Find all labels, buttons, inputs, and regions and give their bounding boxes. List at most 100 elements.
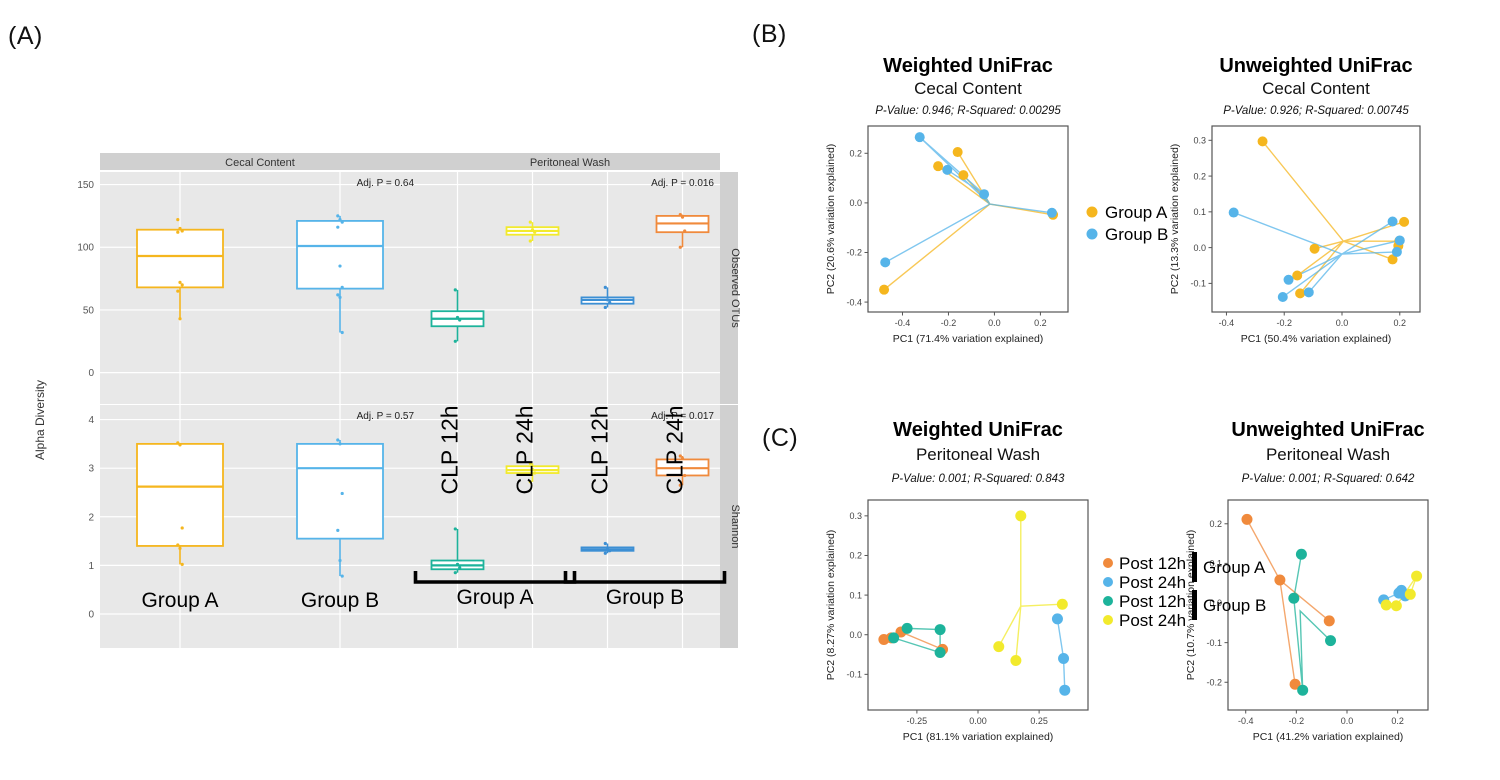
- facet-panel: [100, 405, 420, 648]
- data-point: [528, 480, 532, 484]
- peritoneal-timepoint-label: CLP 12h: [587, 405, 613, 494]
- facet-col-strip-label: Cecal Content: [225, 157, 295, 169]
- data-point: [1323, 615, 1335, 627]
- data-point: [942, 164, 953, 175]
- data-point: [340, 220, 344, 224]
- data-point: [1288, 592, 1300, 604]
- facet-col-strip: [100, 153, 420, 170]
- x-axis-tick-label: 0.2: [1394, 318, 1407, 328]
- y-axis-tick-label: 0.2: [849, 551, 862, 561]
- pcoa-plot: Weighted UniFrac Cecal Content P-Value: 0.…: [825, 55, 1069, 345]
- boxplot-box: [296, 214, 384, 335]
- panel-b-legend: Group A Group B: [1086, 203, 1168, 244]
- y-axis-tick-label: -0.1: [846, 670, 862, 680]
- data-point: [603, 305, 607, 310]
- data-point: [180, 562, 184, 567]
- data-point: [533, 230, 537, 234]
- data-point: [1274, 574, 1286, 586]
- facet-panel: [100, 172, 420, 404]
- data-point: [914, 132, 925, 143]
- data-point: [1387, 254, 1398, 265]
- legend-swatch: [1086, 228, 1098, 240]
- group-bracket: [413, 571, 577, 584]
- facet-col-strip-label: Peritoneal Wash: [530, 157, 610, 169]
- facet-plot-background: [420, 405, 720, 648]
- data-point: [178, 546, 182, 550]
- y-axis-tick-label: -0.4: [846, 297, 862, 307]
- data-point: [176, 230, 180, 234]
- legend-label: Post 24h: [1119, 573, 1186, 592]
- peritoneal-group-label: Group A: [456, 586, 533, 609]
- facet-panel: [420, 405, 720, 648]
- y-axis-tick-label: 1: [88, 561, 94, 572]
- x-axis-tick-label: 0.2: [1034, 318, 1047, 328]
- adjusted-p-value-annotation: Adj. P = 0.016: [651, 178, 714, 189]
- data-point: [683, 229, 687, 233]
- boxplot-box: [136, 441, 224, 567]
- data-point: [528, 220, 532, 224]
- data-point: [603, 285, 607, 289]
- panel-a-letter: (A): [8, 22, 43, 50]
- data-point: [176, 218, 180, 222]
- data-point: [605, 547, 610, 551]
- pcoa-plot: Unweighted UniFrac Cecal Content P-Value: …: [1169, 55, 1421, 345]
- y-axis-tick-label: 0.1: [1193, 207, 1206, 217]
- data-point: [608, 300, 612, 305]
- data-point: [680, 456, 685, 461]
- data-point: [1309, 243, 1320, 254]
- data-point: [178, 443, 182, 447]
- data-point: [455, 315, 460, 320]
- data-point: [340, 491, 344, 496]
- data-point: [1292, 270, 1303, 281]
- data-point: [678, 245, 682, 249]
- data-point: [879, 284, 890, 295]
- data-point: [678, 213, 682, 217]
- pcoa-subtitle: Peritoneal Wash: [1266, 445, 1390, 464]
- boxplot-box: [505, 461, 560, 484]
- peritoneal-timepoint-label: CLP 24h: [512, 405, 538, 494]
- data-point: [683, 473, 687, 478]
- pcoa-subtitle: Cecal Content: [914, 79, 1022, 98]
- data-point: [1297, 684, 1309, 696]
- y-axis-tick-label: 3: [88, 464, 94, 475]
- data-point: [528, 461, 532, 465]
- boxplot-box: [580, 285, 635, 310]
- data-point: [455, 562, 460, 567]
- legend-swatch: [1103, 615, 1113, 625]
- box-iqr: [296, 442, 384, 540]
- data-point: [178, 317, 182, 321]
- data-point: [1394, 235, 1405, 246]
- data-point: [180, 229, 184, 233]
- legend-label: Post 24h: [1119, 611, 1186, 630]
- pcoa-plot: Unweighted UniFrac Peritoneal Wash P-Value…: [1185, 419, 1429, 743]
- data-point: [1257, 136, 1268, 147]
- data-point: [678, 454, 682, 458]
- panel-a-y-axis-label: Alpha Diversity: [33, 380, 47, 460]
- data-point: [1059, 684, 1071, 696]
- panel-c-letter: (C): [762, 424, 799, 452]
- data-point: [338, 295, 342, 300]
- y-axis-tick-label: 0.1: [1209, 559, 1222, 569]
- peritoneal-group-label: Group B: [606, 586, 684, 609]
- data-point: [1241, 513, 1253, 525]
- panel-b-pcoa-figure: Weighted UniFrac Cecal Content P-Value: 0.…: [825, 55, 1421, 345]
- facet-col-strip: [420, 153, 720, 170]
- y-axis-tick-label: 150: [77, 180, 94, 191]
- boxplot-box: [430, 527, 485, 575]
- x-axis-label: PC1 (71.4% variation explained): [893, 333, 1044, 345]
- data-point: [340, 574, 344, 578]
- y-axis-tick-label: 0.0: [1209, 598, 1222, 608]
- data-point: [933, 161, 944, 172]
- pcoa-title: Unweighted UniFrac: [1231, 419, 1424, 441]
- y-axis-tick-label: 0: [88, 609, 94, 620]
- data-point: [678, 483, 682, 487]
- boxplot-box: [580, 541, 635, 555]
- y-axis-label: PC2 (13.3% variation explained): [1169, 144, 1181, 295]
- data-point: [888, 632, 900, 644]
- data-point: [1056, 598, 1068, 610]
- pcoa-stats-annotation: P-Value: 0.001; R-Squared: 0.642: [1242, 473, 1415, 485]
- x-axis-tick-label: -0.2: [1289, 716, 1305, 726]
- data-point: [338, 442, 342, 446]
- legend-group-bracket: [1192, 552, 1197, 582]
- data-point: [1051, 613, 1063, 625]
